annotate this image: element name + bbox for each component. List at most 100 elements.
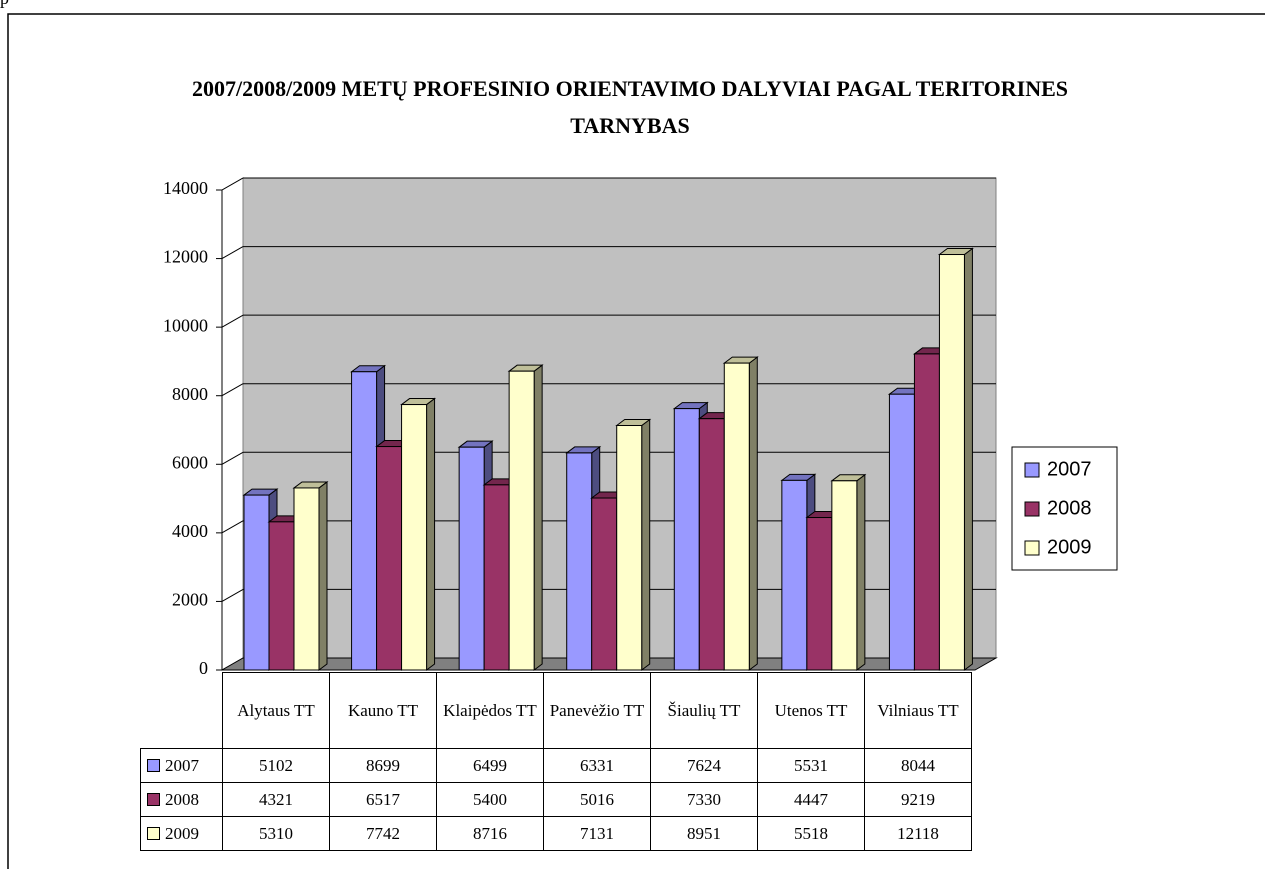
- bar-front: [831, 480, 858, 671]
- bar-front: [243, 494, 270, 671]
- legend-swatch: [1024, 462, 1040, 478]
- legend-swatch: [1024, 540, 1040, 556]
- grid-line: [221, 451, 244, 465]
- bar-front: [401, 404, 428, 671]
- grid-line: [221, 177, 244, 191]
- category-label: Vilniaus TT: [864, 672, 972, 749]
- bar-side: [318, 480, 328, 671]
- category-label: Panevėžio TT: [543, 672, 651, 749]
- table-value: 8044: [864, 748, 972, 783]
- bar: [722, 356, 759, 671]
- y-tick-label: 14000: [163, 178, 208, 198]
- grid-line: [221, 588, 244, 602]
- table-value: 6331: [543, 748, 651, 783]
- bar-front: [913, 353, 940, 671]
- bar: [350, 364, 387, 671]
- y-tick-label: 8000: [172, 384, 208, 404]
- table-value: 7131: [543, 816, 651, 851]
- bar-front: [673, 408, 700, 671]
- legend-swatch: [147, 792, 160, 806]
- bar-front: [566, 452, 593, 671]
- legend-swatch: [147, 758, 160, 772]
- y-tick-label: 10000: [163, 315, 208, 335]
- table-value: 4447: [757, 782, 865, 817]
- bar-side: [963, 247, 973, 671]
- y-tick-label: 2000: [172, 590, 208, 610]
- table-row: 2007 5102 8699 6499 6331 7624 5531 8044: [140, 748, 972, 783]
- table-value: 8716: [436, 816, 544, 851]
- table-value: 9219: [864, 782, 972, 817]
- bar: [937, 247, 974, 671]
- bar-front: [781, 479, 808, 671]
- category-label: Kauno TT: [329, 672, 437, 749]
- side-wall: [221, 177, 244, 671]
- series-label: 2007: [165, 755, 199, 775]
- bar-front: [293, 487, 320, 671]
- table-row: 2008 4321 6517 5400 5016 7330 4447 9219: [140, 782, 972, 817]
- bar-front: [616, 425, 643, 671]
- data-table: Alytaus TT Kauno TT Klaipėdos TT Panevėžio …: [140, 672, 972, 851]
- table-value: 5518: [757, 816, 865, 851]
- table-value: 12118: [864, 816, 972, 851]
- bar-front: [268, 521, 295, 671]
- grid-line: [221, 383, 244, 397]
- category-label: Šiaulių TT: [650, 672, 758, 749]
- grid-line: [221, 314, 244, 328]
- grid-line: [221, 246, 244, 260]
- bar-side: [856, 473, 866, 671]
- table-value: 4321: [222, 782, 330, 817]
- series-label: 2008: [165, 789, 199, 809]
- table-series-key: 2007: [140, 748, 223, 783]
- table-value: 7742: [329, 816, 437, 851]
- bar: [830, 473, 867, 671]
- bar-side: [748, 356, 758, 671]
- bar: [507, 364, 544, 671]
- category-label: Klaipėdos TT: [436, 672, 544, 749]
- bar-side: [426, 397, 436, 671]
- legend-swatch: [1024, 501, 1040, 517]
- legend-label: 2007: [1047, 458, 1092, 480]
- bar-front: [508, 370, 535, 671]
- bar-front: [698, 418, 725, 671]
- table-value: 6499: [436, 748, 544, 783]
- y-tick-label: 0: [199, 658, 208, 678]
- table-value: 5310: [222, 816, 330, 851]
- table-value: 6517: [329, 782, 437, 817]
- category-label: Alytaus TT: [222, 672, 330, 749]
- table-series-key: 2008: [140, 782, 223, 817]
- table-value: 5016: [543, 782, 651, 817]
- legend-label: 2009: [1047, 536, 1092, 558]
- bar-front: [351, 371, 378, 671]
- bar-front: [938, 254, 965, 671]
- table-header-row: Alytaus TT Kauno TT Klaipėdos TT Panevėžio …: [140, 672, 972, 749]
- table-series-key: 2009: [140, 816, 223, 851]
- legend-swatch: [147, 826, 160, 840]
- bar: [912, 346, 949, 671]
- table-value: 8699: [329, 748, 437, 783]
- bar-side: [641, 418, 651, 671]
- bar-front: [888, 393, 915, 671]
- chart-title: 2007/2008/2009 METŲ PROFESINIO ORIENTAVI…: [191, 76, 1069, 138]
- y-tick-label: 12000: [163, 247, 208, 267]
- series-label: 2009: [165, 823, 199, 843]
- bar-front: [591, 497, 618, 671]
- bar-front: [723, 362, 750, 671]
- bar-front: [806, 517, 833, 671]
- table-value: 5102: [222, 748, 330, 783]
- legend-label: 2008: [1047, 497, 1092, 519]
- grid-line: [221, 520, 244, 534]
- page-fragment: p: [0, 0, 9, 9]
- bar: [292, 480, 329, 671]
- bar-front: [483, 484, 510, 671]
- bar: [400, 397, 437, 671]
- table-value: 8951: [650, 816, 758, 851]
- bar-front: [458, 446, 485, 671]
- table-value: 5400: [436, 782, 544, 817]
- bar-front: [376, 446, 403, 671]
- bar-side: [533, 364, 543, 671]
- table-value: 5531: [757, 748, 865, 783]
- table-value: 7330: [650, 782, 758, 817]
- table-value: 7624: [650, 748, 758, 783]
